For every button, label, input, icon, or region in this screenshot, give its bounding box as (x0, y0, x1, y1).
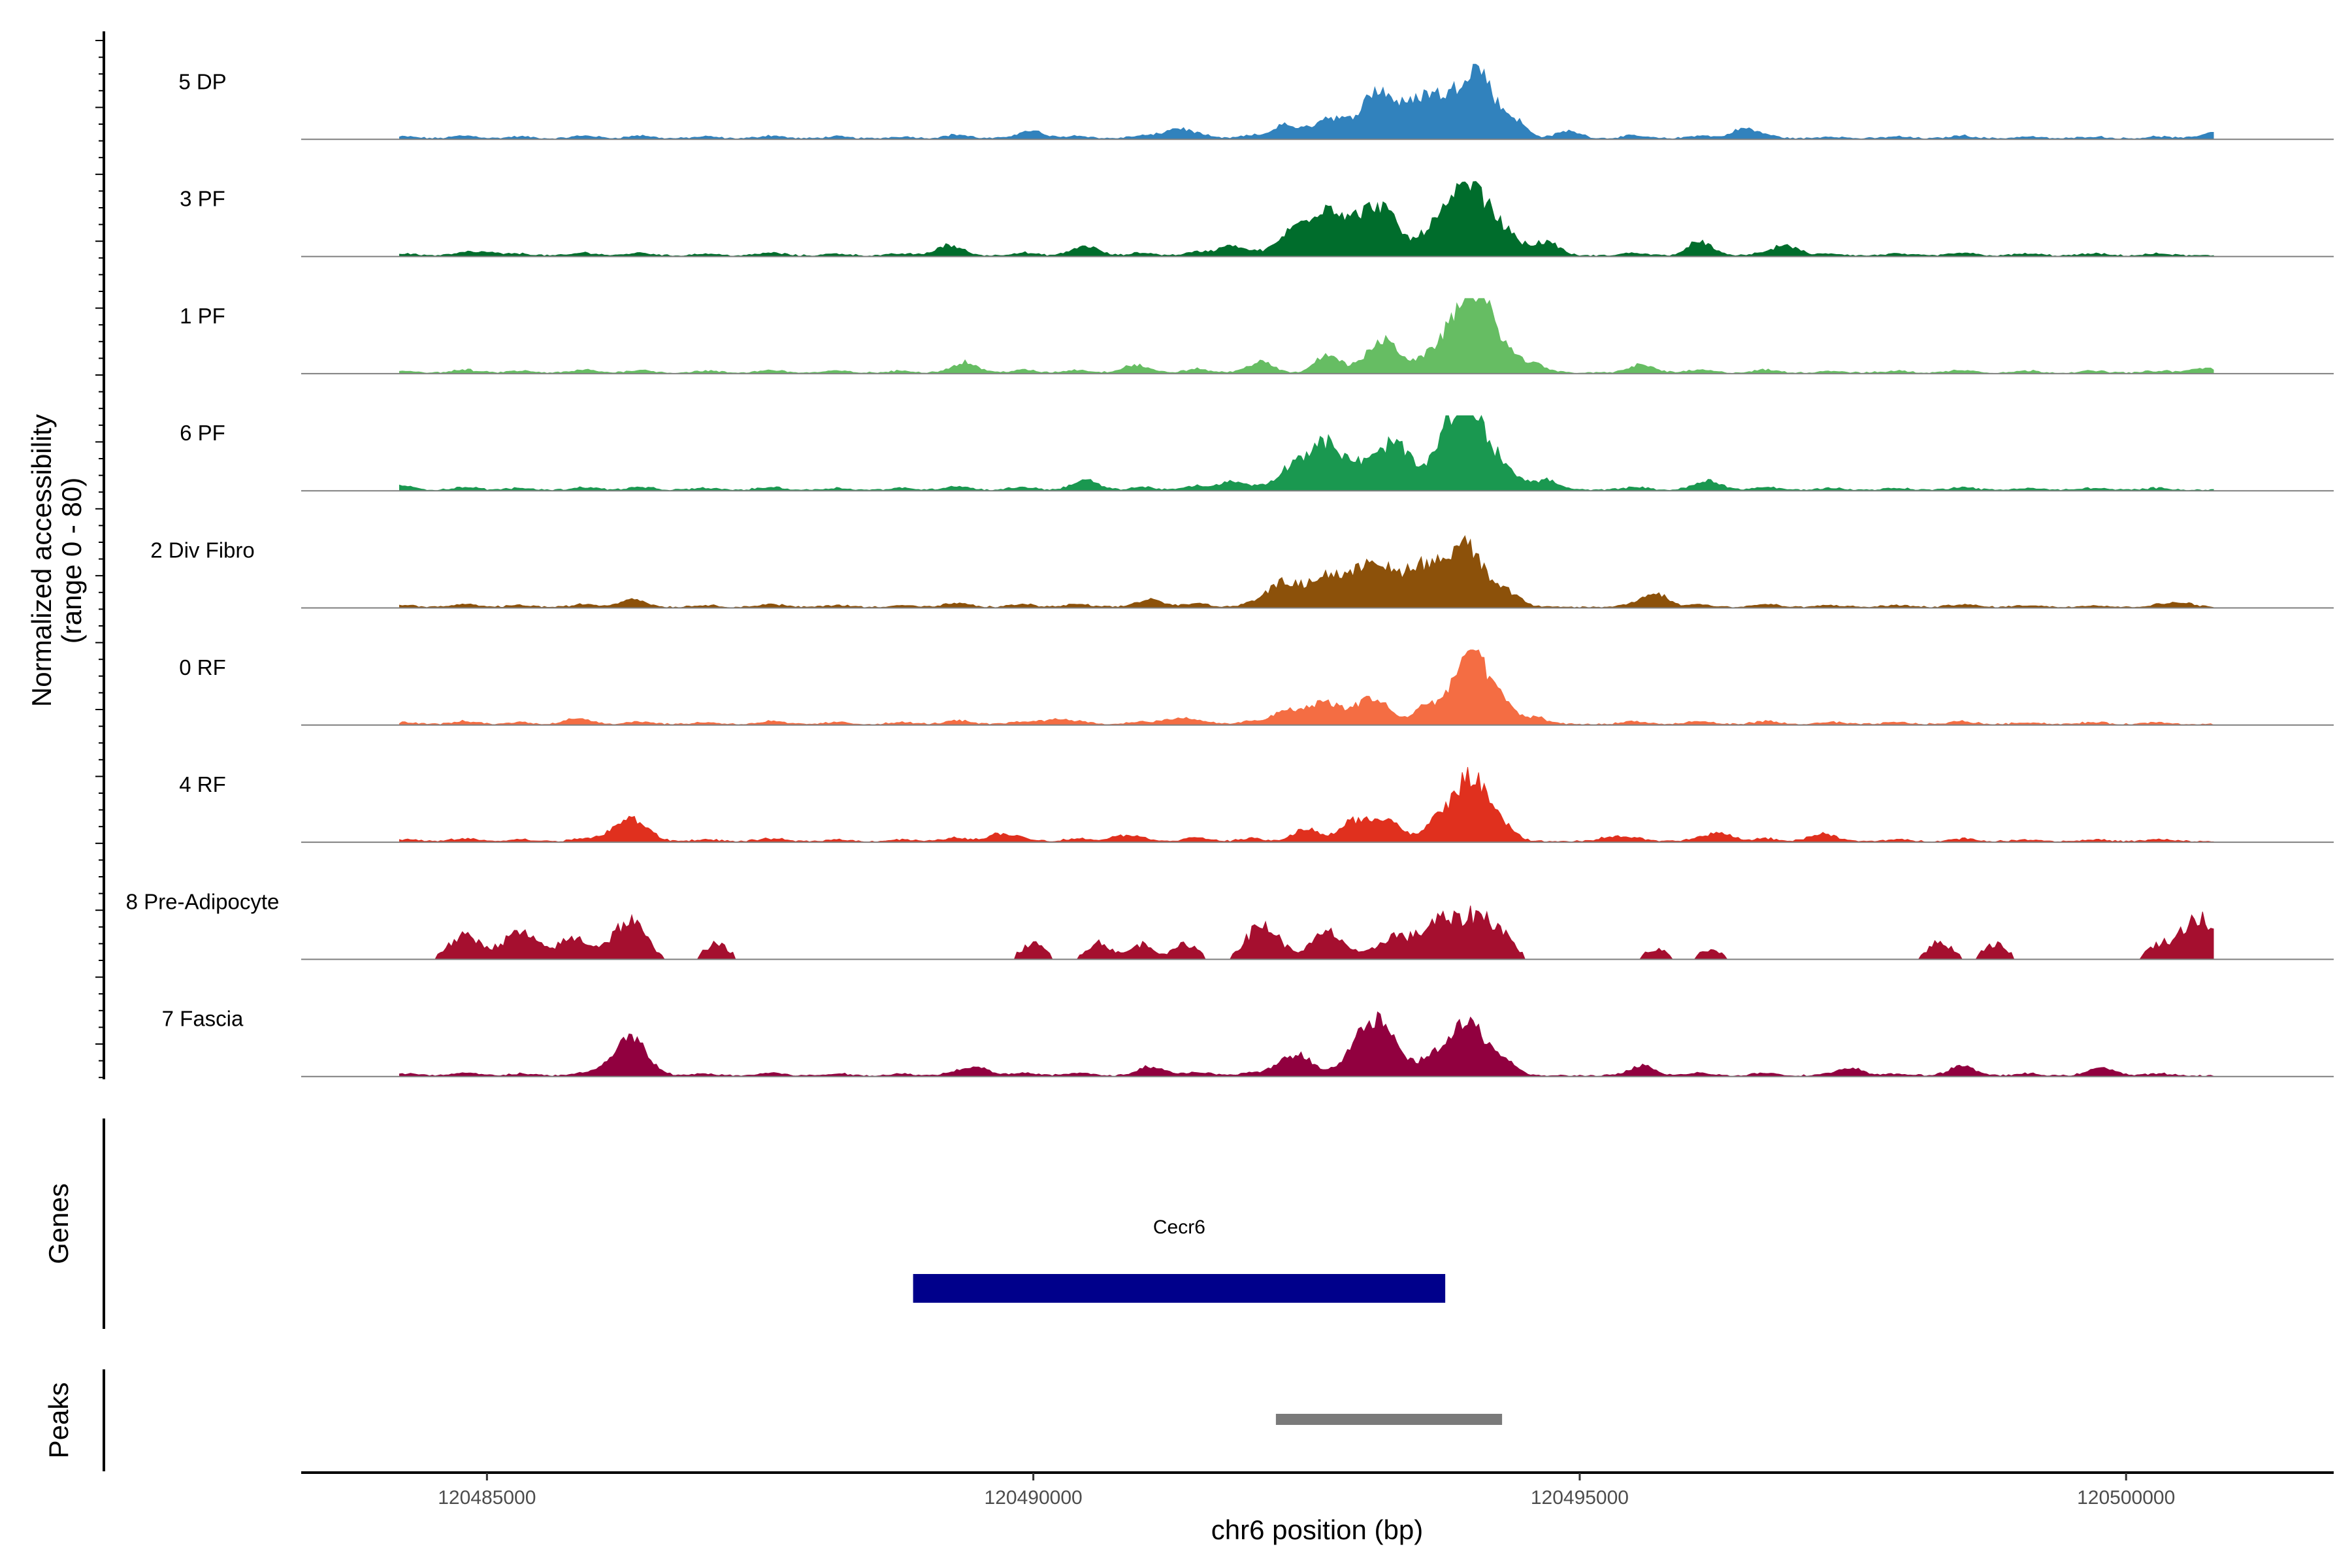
x-axis-ticks: 120485000 120490000 120495000 120500000 (438, 1473, 2175, 1509)
track-0-rf: 0 RF (179, 649, 2334, 726)
y-axis-ticks (95, 40, 104, 1079)
coverage-area (399, 535, 2214, 608)
track-1-pf: 1 PF (180, 298, 2334, 374)
gene-label-cecr6: Cecr6 (1153, 1217, 1205, 1238)
track-5-dp: 5 DP (178, 63, 2334, 140)
track-label: 6 PF (180, 421, 225, 445)
peak-region-bar (1275, 1414, 1503, 1425)
coverage-area (399, 649, 2214, 726)
track-label: 2 Div Fibro (150, 538, 255, 563)
track-label: 8 Pre-Adipocyte (126, 889, 280, 913)
track-label: 5 DP (178, 69, 226, 93)
track-label: 4 RF (179, 772, 226, 796)
track-6-pf: 6 PF (180, 414, 2334, 492)
gene-bar-cecr6 (913, 1274, 1446, 1303)
track-3-pf: 3 PF (180, 181, 2334, 257)
x-tick-label: 120500000 (2077, 1487, 2175, 1509)
track-4-rf: 4 RF (179, 767, 2334, 843)
coverage-area (399, 181, 2214, 257)
coverage-area (399, 414, 2214, 491)
genes-panel-label: Genes (43, 1183, 74, 1264)
coverage-area (399, 1011, 2214, 1077)
x-tick-label: 120495000 (1531, 1487, 1629, 1509)
track-label: 0 RF (179, 655, 226, 679)
y-axis-range: (range 0 - 80) (56, 478, 87, 644)
coverage-tracks: 5 DP 3 PF 1 PF 6 PF 2 Div Fibro 0 RF 4 RF 8 Pre… (126, 63, 2334, 1077)
coverage-area (399, 906, 2214, 960)
x-axis-title: chr6 position (bp) (1211, 1514, 1424, 1545)
genes-panel: Genes Cecr6 (43, 1119, 1446, 1329)
x-tick-label: 120485000 (438, 1487, 536, 1509)
coverage-area (399, 63, 2214, 140)
track-label: 1 PF (180, 304, 225, 328)
x-tick-label: 120490000 (985, 1487, 1083, 1509)
track-8-pre-adipocyte: 8 Pre-Adipocyte (126, 889, 2334, 960)
track-7-fascia: 7 Fascia (162, 1007, 2334, 1077)
track-2-div-fibro: 2 Div Fibro (150, 535, 2334, 609)
track-label: 7 Fascia (162, 1007, 244, 1031)
y-axis (95, 31, 105, 1079)
coverage-area (399, 298, 2214, 374)
y-axis-title: Normalized accessibility (26, 414, 57, 707)
x-axis: 120485000 120490000 120495000 120500000 (301, 1471, 2334, 1509)
coverage-area (399, 767, 2214, 843)
track-label: 3 PF (180, 187, 225, 211)
peaks-panel: Peaks (43, 1369, 1503, 1471)
peaks-panel-label: Peaks (43, 1382, 74, 1459)
